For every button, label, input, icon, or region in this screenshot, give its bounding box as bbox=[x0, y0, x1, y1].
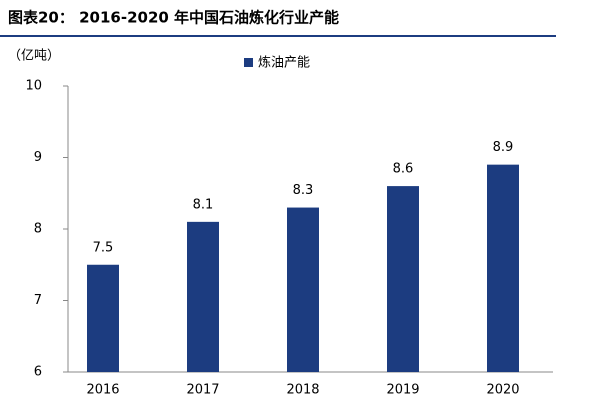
bar bbox=[487, 164, 519, 372]
y-tick-label: 10 bbox=[25, 79, 42, 94]
data-label: 8.1 bbox=[193, 197, 214, 212]
x-tick-label: 2019 bbox=[386, 383, 419, 398]
bar bbox=[287, 207, 319, 372]
data-label: 8.9 bbox=[493, 140, 514, 155]
bar bbox=[187, 221, 219, 372]
legend-label: 炼油产能 bbox=[258, 56, 310, 71]
legend-swatch bbox=[244, 58, 253, 67]
data-label: 8.6 bbox=[393, 162, 414, 177]
x-tick-label: 2020 bbox=[486, 383, 519, 398]
bar bbox=[387, 186, 419, 372]
x-tick-label: 2018 bbox=[286, 383, 319, 398]
y-tick-label: 8 bbox=[34, 222, 42, 237]
data-label: 8.3 bbox=[293, 183, 314, 198]
y-axis-label: （亿吨） bbox=[8, 49, 60, 64]
data-label: 7.5 bbox=[93, 240, 114, 255]
y-tick-label: 9 bbox=[34, 150, 42, 165]
chart-title: 图表20： 2016-2020 年中国石油炼化行业产能 bbox=[8, 9, 339, 27]
y-tick-label: 7 bbox=[34, 293, 42, 308]
x-tick-label: 2017 bbox=[186, 383, 219, 398]
bar bbox=[87, 264, 119, 372]
y-tick-label: 6 bbox=[34, 365, 42, 380]
x-tick-label: 2016 bbox=[86, 383, 119, 398]
